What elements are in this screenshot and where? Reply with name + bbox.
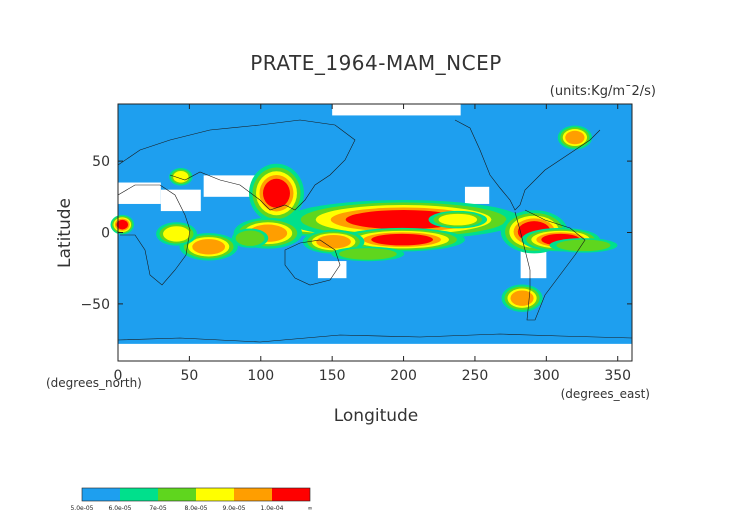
x-axis-label: Longitude [334,406,419,426]
chart-title: PRATE_1964-MAM_NCEP [250,51,502,75]
colorbar-label: 7e-05 [149,505,166,512]
x-tick-marks [117,104,619,361]
precip-contour [116,219,129,230]
x-tick-labels: 0 50 100 150 200 250 300 350 [114,368,632,384]
x-tick-label: 0 [114,368,123,384]
colorbar-label: ∞ [308,505,313,512]
y-tick-labels: 50 0 −50 [80,154,110,313]
missing-patch [317,261,347,279]
colorbar-label: 9.0e-05 [222,505,245,512]
precip-region [501,284,543,312]
missing-patch [160,189,201,212]
precip-contour [565,130,585,145]
precip-region-layer [110,125,618,312]
precip-contour [262,178,290,208]
missing-patch [118,343,632,361]
precip-region [231,228,269,248]
colorbar-segment [158,488,196,501]
plot-area [110,103,633,362]
colorbar-segment [196,488,234,501]
precip-contour [192,239,226,255]
coast-australia [284,239,341,286]
missing-patch [332,104,461,116]
precip-contour [371,233,433,246]
precip-contour [510,290,534,306]
colorbar-label: 5.0e-05 [70,505,93,512]
coastline-layer [117,119,633,343]
x-tick-label: 150 [319,368,346,384]
colorbar-label: 6.0e-05 [108,505,131,512]
precip-contour [438,213,478,226]
colorbar-segment [234,488,272,501]
precip-contour [235,230,265,246]
y-axis-label: Latitude [55,198,75,268]
precip-region [339,227,465,252]
precip-contour [345,210,462,230]
colorbar: 5.0e-05 6.0e-05 7e-05 8.0e-05 9.0e-05 1.0e-04… [70,487,313,512]
precip-region [557,125,593,150]
precip-contour [163,226,191,242]
coast-eurasia [117,119,356,211]
y-tick-marks [118,160,632,305]
x-tick-label: 250 [462,368,489,384]
missing-patch [118,182,161,204]
precip-contour [316,235,351,249]
y-tick-label: −50 [80,297,110,313]
coast-north-america [454,119,601,211]
y-unit-label: (degrees_north) [46,376,142,390]
coast-south-america [514,209,586,321]
colorbar-label: 1.0e-04 [260,505,283,512]
missing-patch [464,186,490,204]
units-label: (units:Kg/m¯2/s) [550,84,656,99]
colorbar-segment [120,488,158,501]
y-tick-label: 0 [101,226,110,242]
coast-africa [117,184,191,286]
precip-region [331,246,405,262]
x-tick-label: 200 [390,368,417,384]
colorbar-segment [82,488,120,501]
colorbar-segment [272,488,310,501]
coast-antarctica [117,333,633,343]
y-tick-label: 50 [92,154,110,170]
x-tick-label: 100 [247,368,274,384]
colorbar-label: 8.0e-05 [184,505,207,512]
precip-region [248,163,304,223]
precip-contour [556,239,611,252]
precip-region [156,222,198,246]
precip-region [110,214,135,235]
precip-contour [338,248,397,260]
x-tick-label: 300 [533,368,560,384]
colorbar-frame [81,487,311,502]
precip-region [169,168,193,186]
precip-region [549,238,618,253]
x-tick-label: 50 [180,368,198,384]
x-unit-label: (degrees_east) [561,387,650,401]
precip-region [428,210,488,229]
x-tick-label: 350 [604,368,631,384]
